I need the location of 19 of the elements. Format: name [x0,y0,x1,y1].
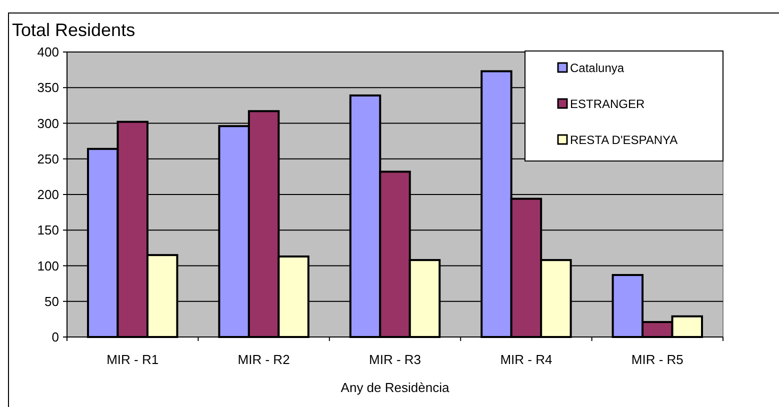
legend-label: ESTRANGER [570,97,646,112]
y-tick-label: 0 [52,330,59,345]
legend-label: Catalunya [570,61,624,76]
y-tick-label: 100 [37,258,59,274]
y-tick-label: 150 [37,222,59,238]
x-tick-label: MIR - R3 [369,352,421,367]
chart-title: Total Residents [12,20,136,40]
x-tick-label: MIR - R2 [238,352,290,367]
y-tick-label: 250 [37,151,59,166]
y-tick-label: 350 [37,80,59,96]
x-tick-label: MIR - R5 [631,352,684,367]
x-tick-label: MIR - R1 [106,352,159,367]
y-tick-label: 50 [44,294,59,309]
x-axis-title: Any de Residència [340,380,450,395]
y-tick-label: 200 [37,187,59,202]
legend-label: RESTA D'ESPANYA [570,133,678,148]
y-tick-label: 400 [37,44,59,60]
y-tick-label: 300 [37,116,59,131]
x-tick-label: MIR - R4 [500,352,552,367]
